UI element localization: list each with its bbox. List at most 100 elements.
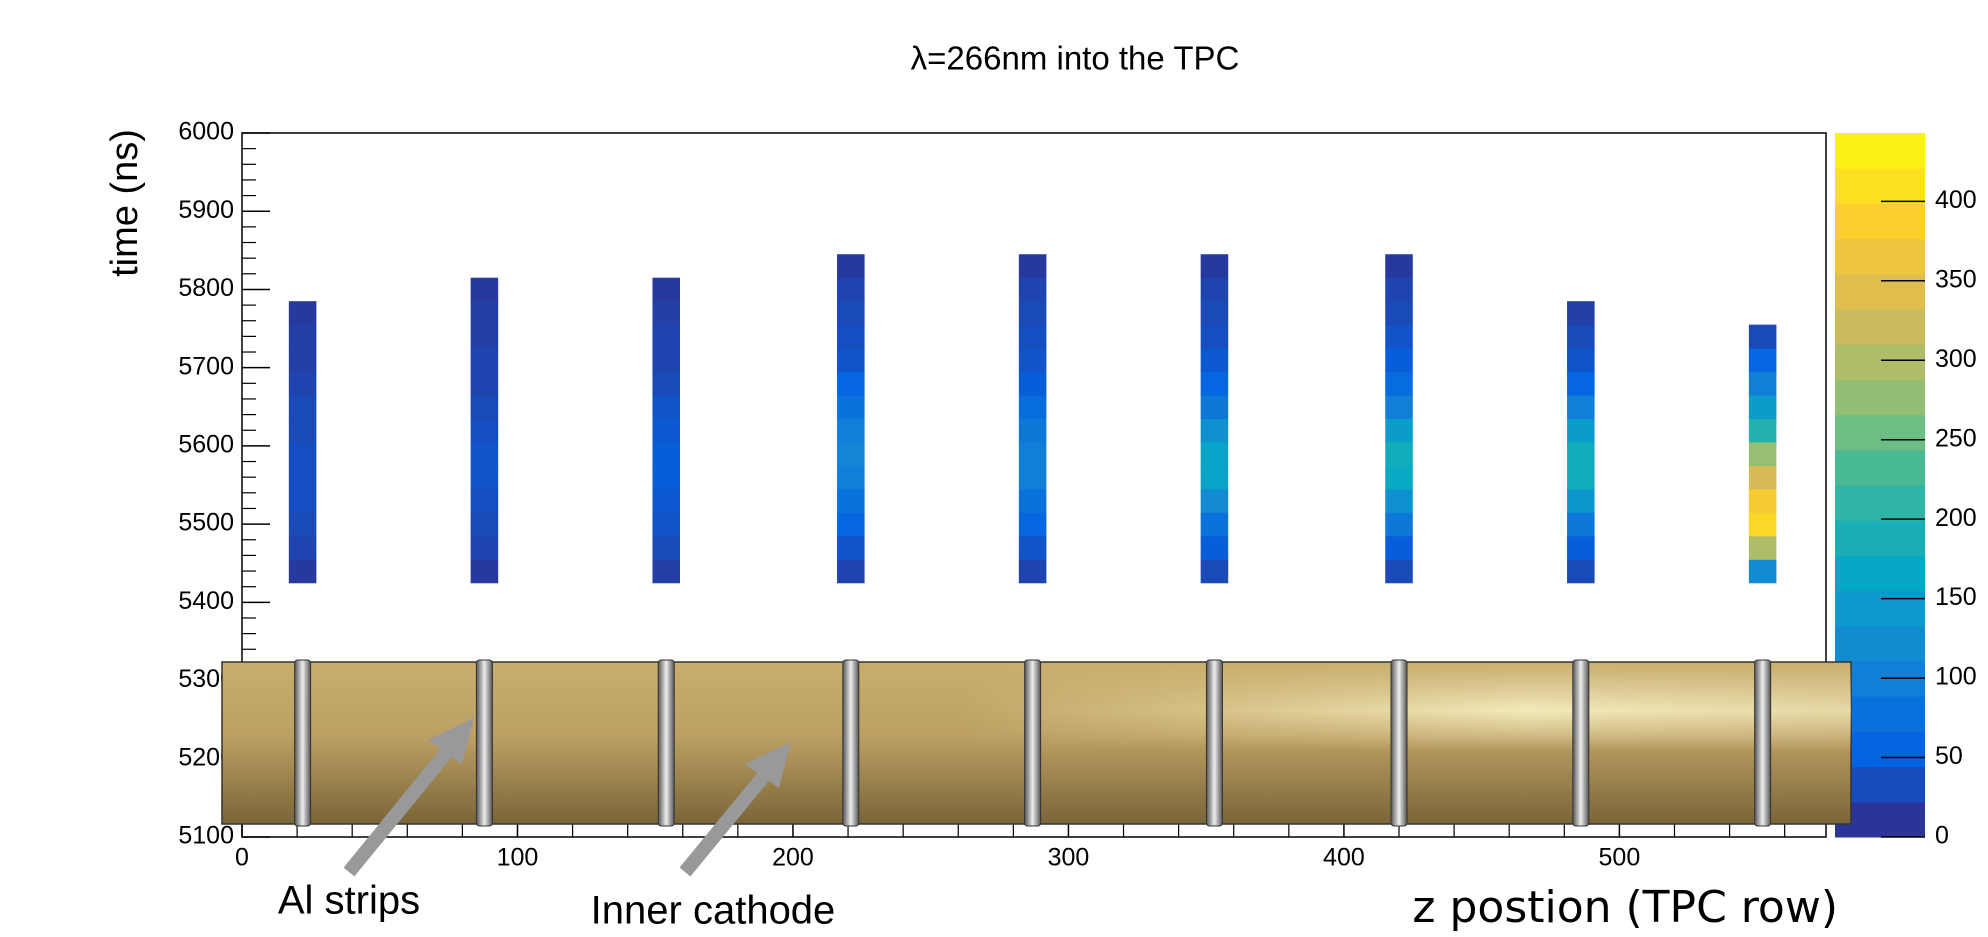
cell [288, 488, 317, 513]
cell [1200, 535, 1229, 560]
cell [288, 512, 317, 537]
cell [837, 559, 865, 584]
cell [652, 441, 681, 466]
cell [652, 535, 681, 560]
cell [1567, 324, 1595, 349]
cell [1567, 418, 1595, 443]
cell [652, 418, 681, 443]
cell [1385, 371, 1413, 396]
arrow [679, 761, 778, 877]
cell [288, 559, 317, 584]
cell [470, 324, 499, 349]
cell [1200, 348, 1229, 373]
cell [1748, 371, 1777, 396]
cell [1385, 348, 1413, 373]
cell [1018, 441, 1047, 466]
y-tick-label: 5700 [178, 352, 234, 380]
cell [1385, 254, 1413, 279]
cell [837, 441, 865, 466]
cell [1018, 418, 1047, 443]
arrows [343, 718, 791, 877]
colorbar-tick-label: 150 [1935, 583, 1977, 611]
cell [1200, 559, 1229, 584]
cell [1200, 277, 1229, 302]
colorbar-step [1835, 625, 1925, 662]
colorbar-tick-label: 100 [1935, 663, 1977, 691]
colorbar-step [1835, 520, 1925, 556]
cell [1385, 418, 1413, 443]
colorbar-tick-label: 0 [1935, 822, 1949, 850]
cell [470, 559, 499, 584]
chart-title: λ=266nm into the TPC [911, 40, 1240, 77]
colorbar-step [1835, 168, 1925, 204]
cell [470, 301, 499, 326]
y-tick-label: 5100 [178, 822, 234, 850]
cell [470, 512, 499, 537]
cell [470, 418, 499, 443]
cell [470, 348, 499, 373]
cell [288, 441, 317, 466]
cell [1748, 441, 1777, 466]
arrow-head [745, 742, 791, 788]
cell [1567, 348, 1595, 373]
cell [1200, 512, 1229, 537]
cell [1748, 324, 1777, 349]
cell [1385, 488, 1413, 513]
cell [837, 488, 865, 513]
cell [1567, 535, 1595, 560]
colorbar-tick-label: 400 [1935, 186, 1977, 214]
cell [1200, 418, 1229, 443]
cell [1200, 441, 1229, 466]
cell [1567, 488, 1595, 513]
colorbar-step [1835, 203, 1925, 240]
cell [288, 348, 317, 373]
cell [1567, 465, 1595, 490]
cell [1748, 465, 1777, 490]
colorbar: 0 50 100 150 200 250 300 350 400 [1835, 133, 1977, 850]
cell [1748, 348, 1777, 373]
colorbar-tick-label: 50 [1935, 742, 1963, 770]
cell [1200, 254, 1229, 279]
cell [1385, 324, 1413, 349]
x-tick-label: 0 [235, 844, 249, 872]
colorbar-step [1835, 555, 1925, 592]
cell [1567, 395, 1595, 420]
y-tick-label: 5600 [178, 430, 234, 458]
cell [652, 371, 681, 396]
colorbar-tick-label: 350 [1935, 265, 1977, 293]
y-tick-label: 5400 [178, 587, 234, 615]
cell [1567, 559, 1595, 584]
cell [837, 418, 865, 443]
cell [652, 277, 681, 302]
cell [837, 254, 865, 279]
cell [1200, 488, 1229, 513]
cell [470, 441, 499, 466]
colorbar-tick-label: 250 [1935, 424, 1977, 452]
cell [1018, 301, 1047, 326]
colorbar-step [1835, 379, 1925, 416]
cell [652, 512, 681, 537]
y-tick-label: 5900 [178, 196, 234, 224]
al-strip [1024, 659, 1042, 827]
cell [1200, 301, 1229, 326]
cell [1385, 465, 1413, 490]
cell [1200, 395, 1229, 420]
colorbar-step [1835, 485, 1925, 521]
colorbar-tick-label: 200 [1935, 504, 1977, 532]
colorbar-tick-label: 300 [1935, 345, 1977, 373]
arrow-head [428, 718, 474, 764]
cell [1567, 512, 1595, 537]
cell [1385, 559, 1413, 584]
cell [1748, 535, 1777, 560]
cell [1018, 559, 1047, 584]
cell [1018, 254, 1047, 279]
colorbar-step [1835, 273, 1925, 310]
colorbar-step [1835, 344, 1925, 380]
rings [294, 659, 1772, 827]
cell [470, 488, 499, 513]
annotation: Al strips [278, 879, 420, 923]
annotation: Inner cathode [591, 889, 836, 932]
cell [1018, 371, 1047, 396]
colorbar-step [1835, 309, 1925, 345]
cell [470, 535, 499, 560]
